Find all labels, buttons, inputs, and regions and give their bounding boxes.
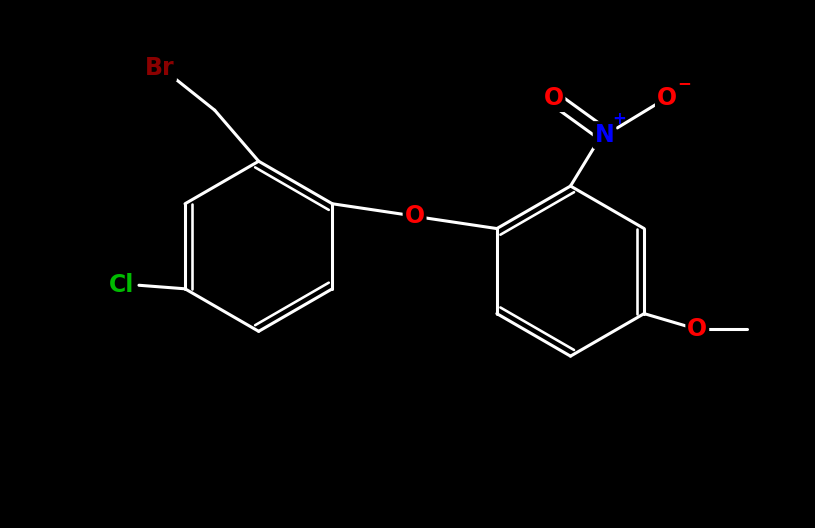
Text: O: O (657, 86, 677, 110)
Text: Cl: Cl (108, 274, 134, 297)
Text: O: O (404, 204, 425, 228)
Text: Br: Br (145, 55, 175, 80)
Text: O: O (687, 317, 707, 341)
Text: −: − (677, 73, 691, 91)
Text: N: N (595, 123, 615, 147)
Text: +: + (612, 110, 626, 128)
Text: O: O (544, 86, 563, 110)
